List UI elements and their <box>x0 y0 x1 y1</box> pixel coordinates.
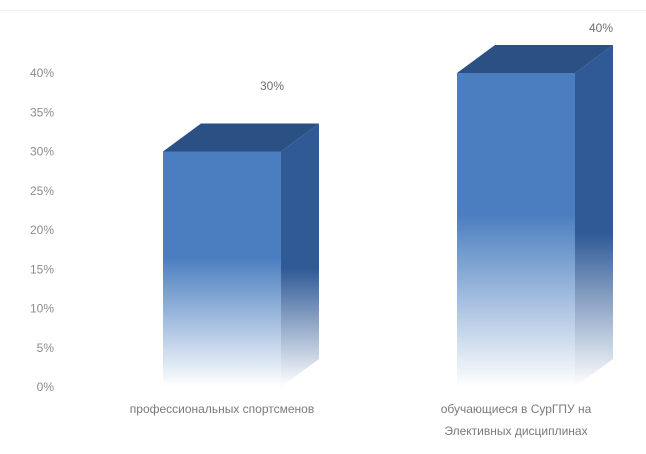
bar-side <box>281 123 319 387</box>
bar-front <box>163 151 281 387</box>
data-labels: 30% 40% <box>260 21 613 93</box>
x-axis: профессиональных спортсменов обучающиеся … <box>130 402 592 438</box>
bar-front <box>457 73 575 387</box>
category-label-line: Элективных дисциплинах <box>444 424 587 438</box>
bar-top <box>457 45 613 73</box>
y-tick-label: 0% <box>37 380 55 394</box>
y-tick-label: 15% <box>30 262 54 276</box>
y-tick-label: 40% <box>30 66 54 80</box>
category-label-line: профессиональных спортсменов <box>130 402 314 416</box>
y-tick-label: 20% <box>30 223 54 237</box>
y-tick-label: 5% <box>37 341 55 355</box>
y-tick-label: 30% <box>30 145 54 159</box>
data-label: 40% <box>589 21 613 35</box>
bar <box>163 123 319 387</box>
data-label: 30% <box>260 79 284 93</box>
y-tick-label: 25% <box>30 184 54 198</box>
bar <box>457 45 613 387</box>
bars <box>163 45 613 387</box>
y-tick-label: 10% <box>30 302 54 316</box>
bar-side <box>575 45 613 387</box>
y-tick-label: 35% <box>30 105 54 119</box>
category-label: обучающиеся в СурГПУ на Элективных дисцип… <box>441 402 592 438</box>
bar-top <box>163 123 319 152</box>
category-label: профессиональных спортсменов <box>130 402 314 416</box>
y-axis: 0% 5% 10% 15% 20% 25% 30% 35% 40% <box>30 66 54 394</box>
category-label-line: обучающиеся в СурГПУ на <box>441 402 592 416</box>
top-divider <box>0 10 646 11</box>
